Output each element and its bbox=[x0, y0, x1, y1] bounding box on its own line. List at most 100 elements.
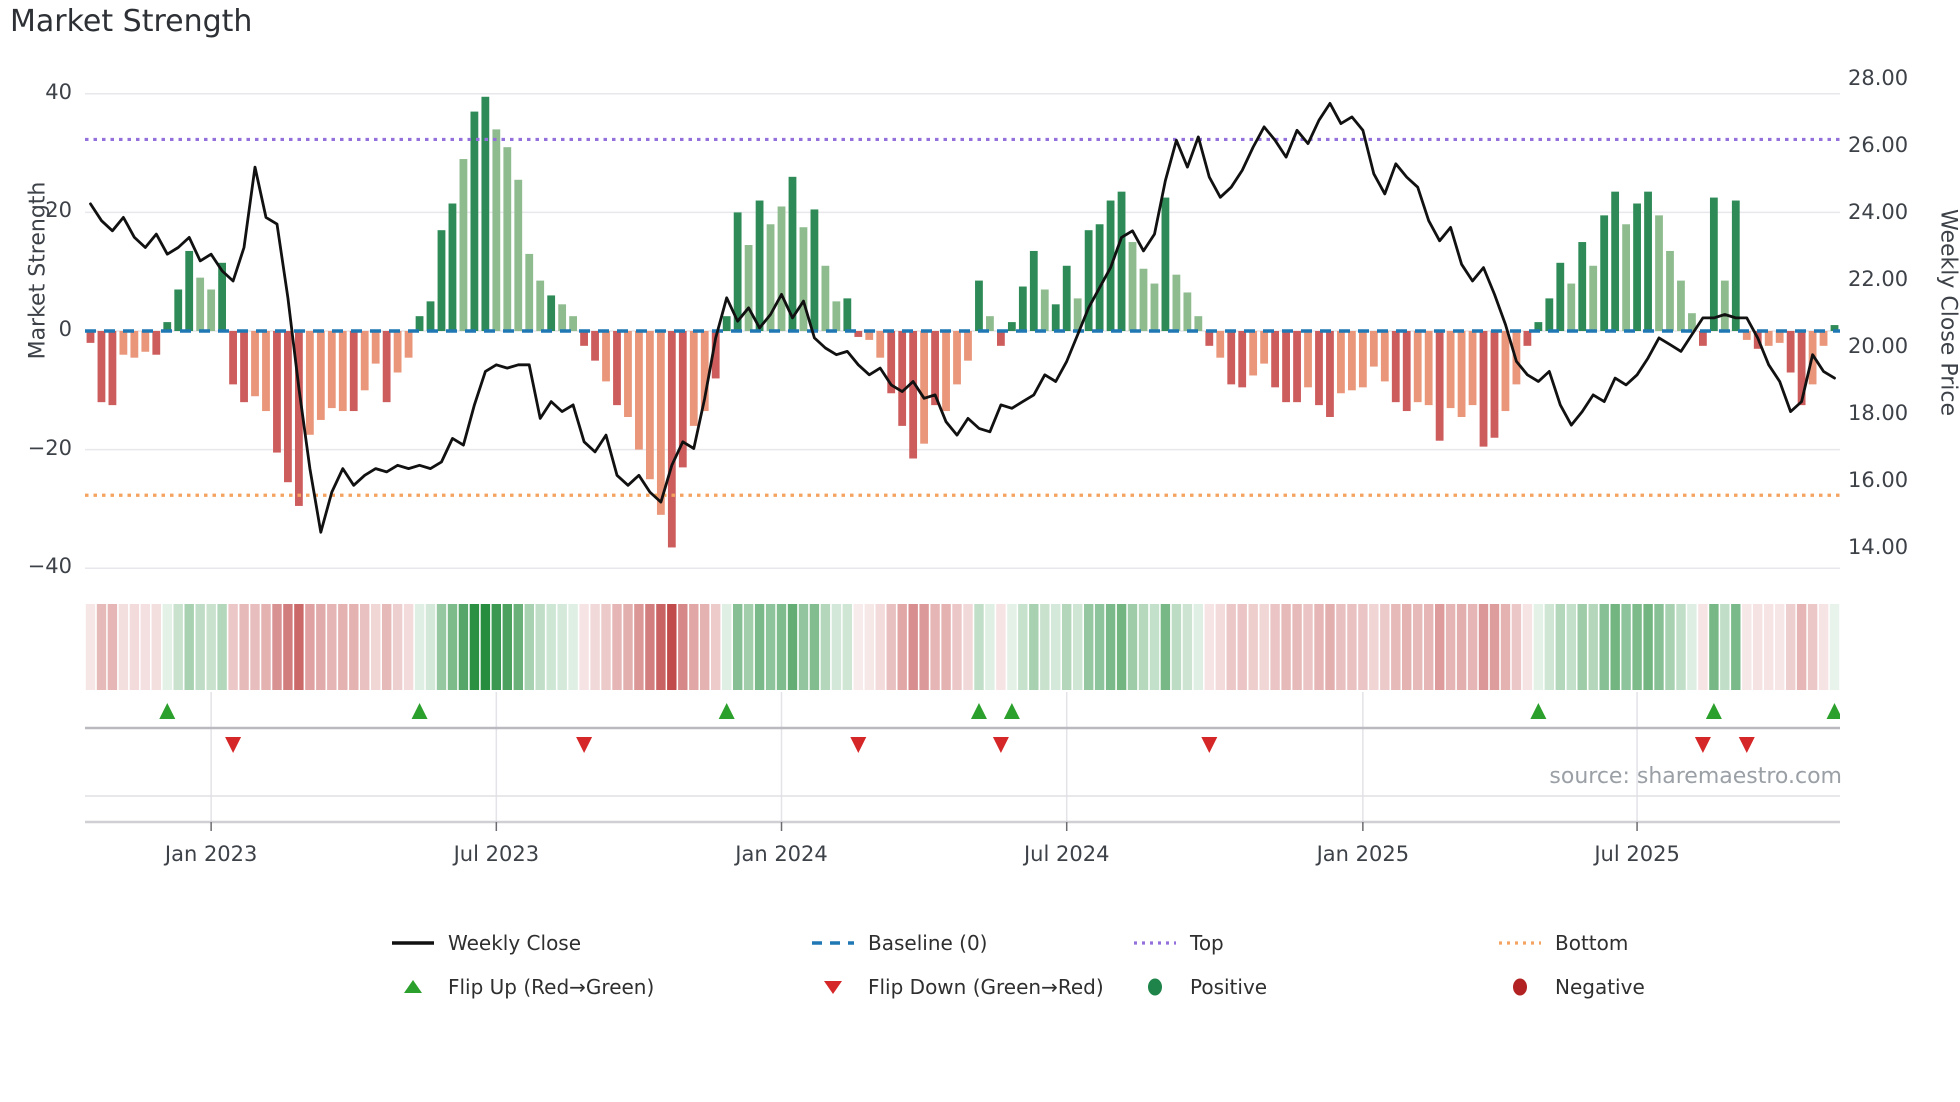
heatmap-cell bbox=[217, 604, 227, 690]
right-tick-label: 22.00 bbox=[1848, 267, 1909, 291]
ms-bar bbox=[207, 289, 216, 331]
heatmap-cell bbox=[316, 604, 326, 690]
heatmap-cell bbox=[864, 604, 874, 690]
left-tick-label: −40 bbox=[27, 554, 72, 579]
heatmap-cell bbox=[458, 604, 469, 690]
flip-down-marker bbox=[992, 737, 1009, 753]
ms-bar bbox=[821, 265, 830, 331]
heatmap-cell bbox=[1544, 604, 1554, 690]
heatmap-cell bbox=[1687, 604, 1697, 690]
flip-down-marker bbox=[1694, 737, 1711, 753]
heatmap-cell bbox=[1259, 604, 1269, 690]
heatmap-cell bbox=[96, 604, 107, 690]
ms-bar bbox=[251, 331, 259, 397]
heatmap-cell bbox=[1753, 604, 1763, 690]
ms-bar bbox=[1589, 265, 1598, 331]
heatmap-cell bbox=[1456, 604, 1467, 690]
ms-bar bbox=[678, 331, 687, 468]
heatmap-cell bbox=[1105, 604, 1116, 690]
ms-bar bbox=[1161, 197, 1170, 331]
heatmap-cell bbox=[1248, 604, 1258, 690]
heatmap-cell bbox=[1160, 604, 1171, 690]
heatmap-cell bbox=[85, 604, 96, 690]
right-axis-title: Weekly Close Price bbox=[1935, 209, 1960, 416]
heatmap-cell bbox=[1467, 604, 1478, 690]
heatmap-cell bbox=[678, 604, 688, 690]
heatmap-cell bbox=[546, 604, 556, 690]
ms-bar bbox=[503, 147, 512, 331]
heatmap-cell bbox=[612, 604, 622, 690]
right-tick-label: 24.00 bbox=[1848, 200, 1909, 224]
ms-bar bbox=[613, 331, 621, 406]
heatmap-cell bbox=[897, 604, 907, 690]
ms-bar bbox=[854, 331, 863, 337]
left-tick-label: −20 bbox=[27, 435, 72, 460]
ms-bar bbox=[470, 111, 479, 331]
main-plot bbox=[85, 93, 1840, 569]
heatmap-cell bbox=[645, 604, 655, 690]
heatmap-cell bbox=[1577, 604, 1587, 690]
heatmap-cell bbox=[1314, 604, 1324, 690]
ms-bar bbox=[1731, 200, 1740, 331]
heatmap-cell bbox=[327, 604, 337, 690]
flip-down-marker bbox=[225, 737, 242, 753]
heatmap-cell bbox=[1555, 604, 1565, 690]
dashed-line-swatch-icon bbox=[812, 941, 854, 945]
heatmap-cell bbox=[1094, 604, 1105, 690]
strength-heatmap bbox=[85, 604, 1840, 690]
ms-bar bbox=[1337, 331, 1345, 394]
right-tick-label: 16.00 bbox=[1848, 468, 1909, 492]
heatmap-cell bbox=[1599, 604, 1609, 690]
ms-bar bbox=[152, 331, 161, 355]
heatmap-cell bbox=[360, 604, 370, 690]
ms-bar bbox=[1227, 331, 1236, 385]
ms-bar bbox=[404, 331, 413, 358]
ms-bar bbox=[1742, 331, 1751, 340]
ms-bar bbox=[558, 304, 567, 331]
legend-item-flip-up-red-green: Flip Up (Red→Green) bbox=[390, 972, 654, 1002]
flip-down-marker bbox=[1201, 737, 1218, 753]
legend-label: Flip Up (Red→Green) bbox=[448, 975, 655, 999]
heatmap-cell bbox=[1402, 604, 1412, 690]
heatmap-cell bbox=[1435, 604, 1445, 690]
heatmap-cell bbox=[842, 604, 852, 690]
heatmap-cell bbox=[623, 604, 633, 690]
heatmap-cell bbox=[239, 604, 249, 690]
ms-bar bbox=[1150, 283, 1159, 331]
ms-bar bbox=[1611, 191, 1620, 331]
ms-bar bbox=[525, 253, 534, 331]
triangle-up-swatch-icon bbox=[404, 980, 422, 993]
ms-bar bbox=[1326, 331, 1334, 417]
heatmap-cell bbox=[305, 604, 315, 690]
heatmap-cell bbox=[140, 604, 150, 690]
left-tick-label: 20 bbox=[45, 198, 72, 223]
ms-bar bbox=[1347, 331, 1356, 391]
heatmap-cell bbox=[1292, 604, 1302, 690]
ms-bar bbox=[580, 331, 588, 346]
ms-bar bbox=[327, 331, 336, 409]
flip-down-marker bbox=[576, 737, 593, 753]
ms-bar bbox=[953, 331, 961, 385]
ms-bar bbox=[810, 209, 819, 331]
ms-bar bbox=[1490, 331, 1499, 438]
heatmap-cell bbox=[261, 604, 271, 690]
ms-bar bbox=[1764, 331, 1773, 346]
heatmap-cell bbox=[1621, 604, 1631, 690]
heatmap-cell bbox=[283, 604, 293, 690]
source-note: source: sharemaestro.com bbox=[1549, 764, 1842, 789]
heatmap-cell bbox=[382, 604, 392, 690]
heatmap-cell bbox=[1369, 604, 1379, 690]
heatmap-cell bbox=[129, 604, 140, 690]
circle-swatch-icon bbox=[1513, 978, 1527, 996]
ms-bar bbox=[722, 316, 731, 331]
legend-label: Top bbox=[1190, 931, 1224, 955]
heatmap-cell bbox=[930, 604, 940, 690]
ms-bar bbox=[635, 331, 643, 450]
ms-bar bbox=[1249, 331, 1258, 376]
ms-bar bbox=[262, 331, 270, 412]
x-tick-label: Jan 2023 bbox=[164, 842, 258, 866]
heatmap-cell bbox=[107, 604, 118, 690]
heatmap-cell bbox=[1204, 604, 1214, 690]
legend-label: Bottom bbox=[1555, 931, 1629, 955]
x-tick-label: Jan 2024 bbox=[735, 842, 828, 866]
